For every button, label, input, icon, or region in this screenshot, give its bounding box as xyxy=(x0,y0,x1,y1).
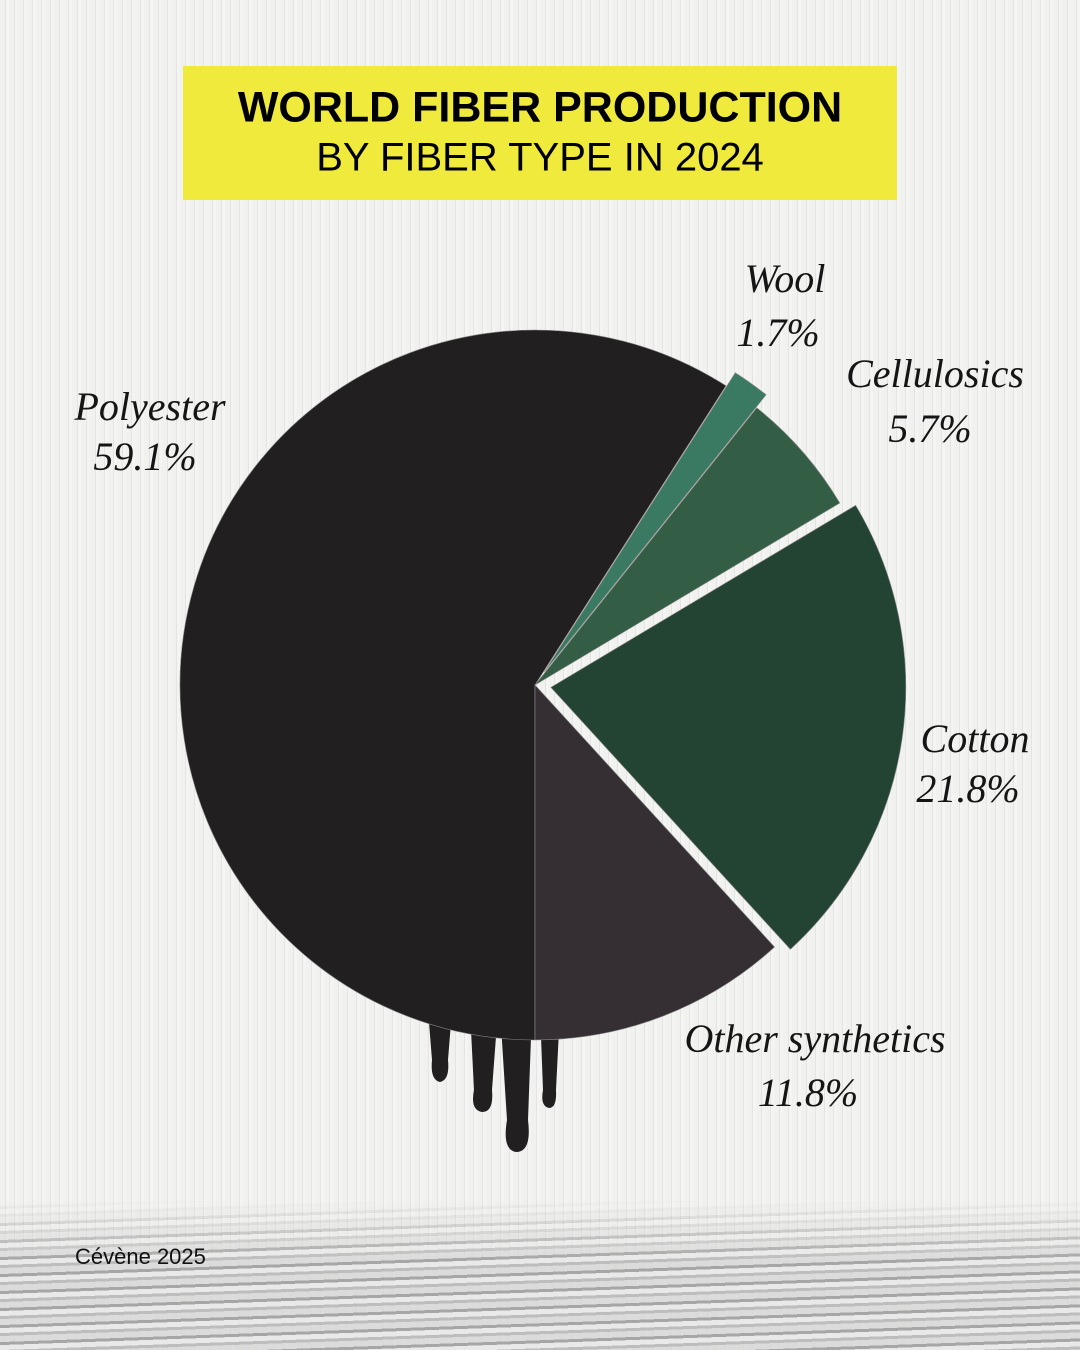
chart-title: WORLD FIBER PRODUCTION xyxy=(238,83,842,131)
slice-value: 11.8% xyxy=(758,1070,858,1115)
pie-slice xyxy=(544,372,767,673)
slice-value: 59.1% xyxy=(93,434,196,479)
slice-label: Cotton xyxy=(921,716,1030,761)
pie-slice xyxy=(534,684,775,1041)
chart-subtitle: BY FIBER TYPE IN 2024 xyxy=(316,136,764,180)
water-texture xyxy=(0,1200,1080,1350)
slice-label: Other synthetics xyxy=(684,1016,945,1061)
pie xyxy=(179,329,907,1041)
slice-value: 21.8% xyxy=(916,766,1019,811)
slice-value: 5.7% xyxy=(888,406,971,451)
slice-label: Cellulosics xyxy=(846,351,1024,396)
pie-slice xyxy=(179,329,727,1041)
slice-label: Polyester xyxy=(73,384,225,429)
slice-value: 1.7% xyxy=(736,310,819,355)
title-box xyxy=(183,66,897,200)
source: Cévène 2025 xyxy=(75,1244,206,1269)
pie-slice xyxy=(534,407,841,686)
slice-label: Wool xyxy=(745,256,826,301)
pie-slice xyxy=(550,504,907,950)
